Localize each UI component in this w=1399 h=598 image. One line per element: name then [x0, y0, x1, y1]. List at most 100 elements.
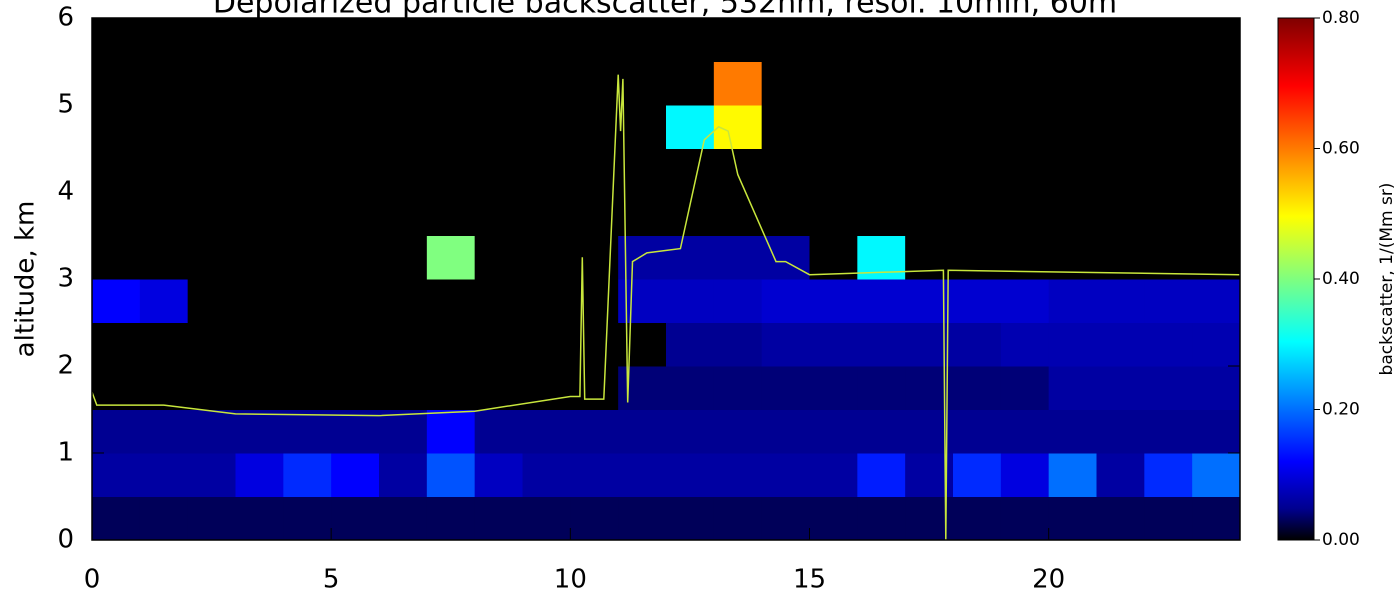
heatmap-cell	[953, 235, 1002, 280]
heatmap-cell	[761, 453, 810, 497]
heatmap-cell	[474, 279, 523, 323]
heatmap-cell	[331, 322, 380, 367]
heatmap-cell	[1000, 366, 1050, 410]
heatmap-cell	[761, 61, 810, 106]
colorbar-tick-label: 0.40	[1322, 269, 1360, 289]
heatmap-cell	[379, 496, 428, 541]
heatmap-cell	[139, 18, 189, 62]
heatmap-cell	[1096, 366, 1145, 410]
heatmap-cell	[187, 366, 236, 410]
heatmap-cell	[713, 105, 763, 149]
heatmap-cell	[522, 279, 571, 323]
heatmap-cell	[857, 279, 906, 323]
heatmap-cell	[618, 409, 667, 454]
heatmap-cell	[618, 148, 667, 193]
heatmap-cell	[809, 409, 858, 454]
heatmap-cell	[666, 322, 715, 367]
heatmap-cell	[522, 192, 571, 236]
heatmap-cell	[1000, 192, 1050, 236]
heatmap-cell	[809, 279, 858, 323]
heatmap-cell	[953, 192, 1002, 236]
heatmap-cell	[618, 496, 667, 541]
heatmap-cell	[1096, 148, 1145, 193]
y-tick-label: 5	[57, 90, 74, 120]
y-axis-label: altitude, km	[11, 201, 41, 358]
heatmap-cell	[1000, 235, 1050, 280]
heatmap-cell	[1000, 496, 1050, 541]
heatmap-cell	[379, 366, 428, 410]
heatmap-cell	[1144, 453, 1193, 497]
heatmap-cell	[809, 148, 858, 193]
heatmap-cell	[235, 148, 284, 193]
heatmap-cell	[283, 18, 332, 62]
heatmap-cell	[809, 18, 858, 62]
heatmap-cell	[474, 496, 523, 541]
heatmap-cell	[761, 409, 810, 454]
heatmap-cell	[570, 496, 619, 541]
heatmap-cell	[570, 148, 619, 193]
heatmap-cell	[570, 279, 619, 323]
colorbar-label: backscatter, 1/(Mm sr)	[1377, 183, 1397, 376]
heatmap-cell	[379, 148, 428, 193]
heatmap-cell	[905, 148, 954, 193]
heatmap-cell	[379, 61, 428, 106]
heatmap-cell	[1144, 279, 1193, 323]
heatmap-cell	[570, 322, 619, 367]
heatmap-cell	[379, 409, 428, 454]
heatmap-cell	[139, 148, 189, 193]
heatmap-cell	[666, 235, 715, 280]
heatmap-cell	[905, 366, 954, 410]
heatmap-cell	[713, 279, 763, 323]
heatmap-cell	[283, 61, 332, 106]
heatmap-cell	[666, 148, 715, 193]
heatmap-cell	[953, 18, 1002, 62]
heatmap-cell	[1192, 366, 1241, 410]
heatmap-cell	[1144, 322, 1193, 367]
heatmap-cell	[1192, 322, 1241, 367]
heatmap-cell	[857, 61, 906, 106]
heatmap-cell	[426, 192, 476, 236]
heatmap-cell	[1048, 192, 1097, 236]
heatmap-cell	[953, 496, 1002, 541]
heatmap-cell	[426, 366, 476, 410]
heatmap-cell	[570, 409, 619, 454]
heatmap-cell	[1144, 105, 1193, 149]
heatmap-cell	[187, 496, 236, 541]
heatmap-cell	[92, 105, 141, 149]
heatmap-cell	[570, 366, 619, 410]
heatmap-cell	[953, 61, 1002, 106]
heatmap-cell	[283, 496, 332, 541]
heatmap-cell	[474, 453, 523, 497]
heatmap-cell	[92, 453, 141, 497]
heatmap-cell	[426, 453, 476, 497]
heatmap-cell	[618, 61, 667, 106]
heatmap-cell	[713, 18, 763, 62]
heatmap-cell	[905, 279, 954, 323]
heatmap-cell	[426, 279, 476, 323]
heatmap-cell	[1000, 409, 1050, 454]
heatmap-cell	[1048, 279, 1097, 323]
heatmap-cell	[426, 322, 476, 367]
heatmap-cell	[666, 496, 715, 541]
heatmap-cell	[92, 366, 141, 410]
heatmap-cell	[618, 322, 667, 367]
heatmap-cell	[235, 496, 284, 541]
heatmap-cell	[426, 409, 476, 454]
heatmap-cell	[713, 496, 763, 541]
y-tick-label: 3	[57, 264, 74, 294]
colorbar-tick-label: 0.80	[1322, 8, 1360, 28]
heatmap-cell	[1000, 61, 1050, 106]
heatmap-cell	[187, 61, 236, 106]
heatmap-cell	[666, 192, 715, 236]
heatmap-cell	[379, 105, 428, 149]
heatmap-cell	[283, 235, 332, 280]
heatmap-cell	[666, 409, 715, 454]
heatmap-cell	[139, 105, 189, 149]
heatmap-cell	[857, 18, 906, 62]
heatmap-cell	[187, 105, 236, 149]
x-tick-label: 20	[1032, 565, 1065, 595]
heatmap-cell	[713, 409, 763, 454]
heatmap-cell	[283, 192, 332, 236]
heatmap-cell	[139, 235, 189, 280]
y-tick-label: 0	[57, 525, 74, 555]
